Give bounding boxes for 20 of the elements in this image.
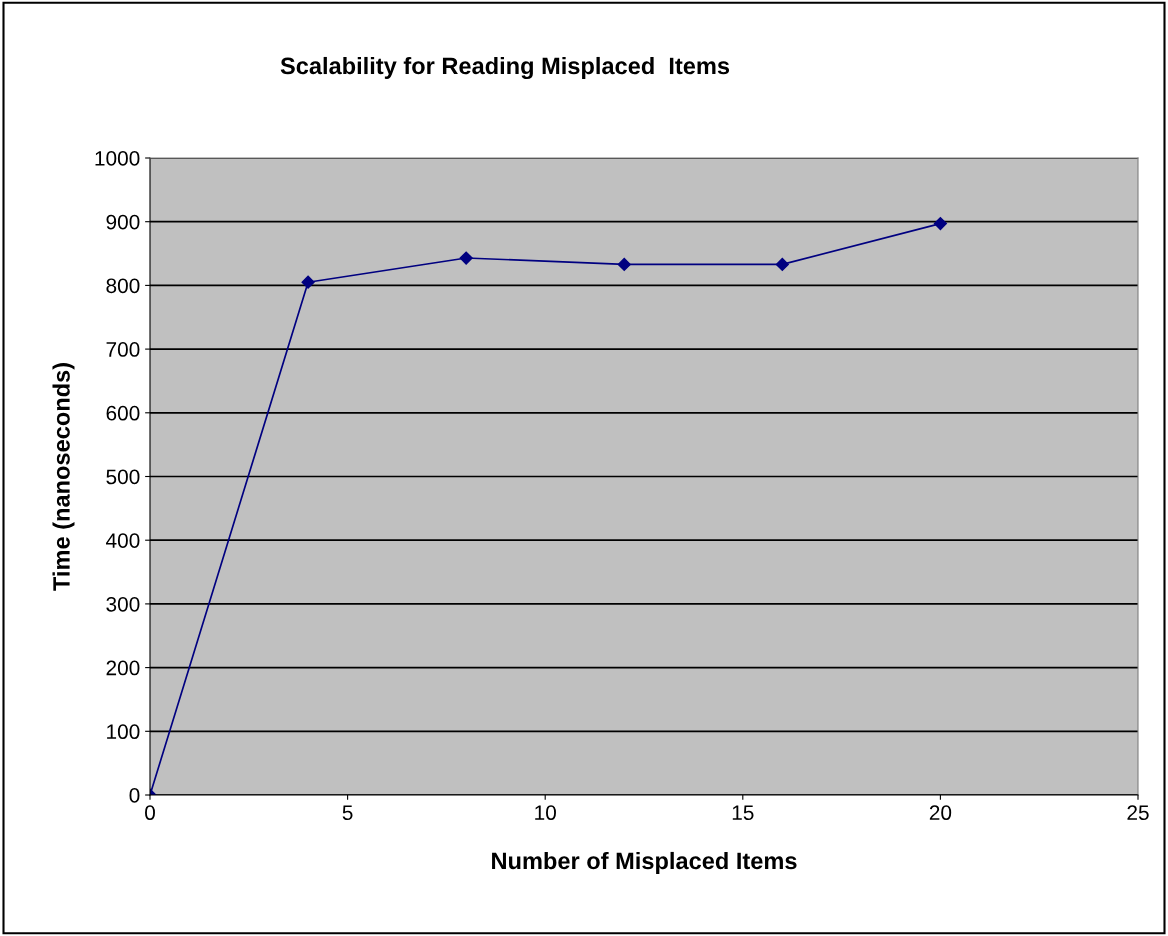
y-tick-label: 400 <box>106 533 140 548</box>
y-tick-label: 1000 <box>95 151 140 166</box>
x-tick-label: 10 <box>535 805 556 821</box>
x-axis-title: Number of Misplaced Items <box>492 851 797 874</box>
y-tick-label: 200 <box>106 660 140 676</box>
x-tick-label: 0 <box>145 805 155 821</box>
x-tick-label: 20 <box>929 805 952 821</box>
chart-title: Scalability for Reading Misplaced Items <box>280 56 730 80</box>
x-tick-label: 5 <box>342 805 353 821</box>
y-tick-label: 100 <box>107 724 140 740</box>
x-tick-label: 25 <box>1127 805 1149 821</box>
y-tick-label: 600 <box>106 405 140 421</box>
y-axis-title: Time (nanoseconds) <box>52 363 75 591</box>
y-tick-label: 700 <box>106 342 140 357</box>
y-tick-label: 300 <box>106 596 140 612</box>
y-tick-label: 0 <box>129 788 140 803</box>
x-tick-label: 15 <box>732 805 754 821</box>
y-tick-label: 500 <box>106 469 140 485</box>
y-tick-label: 900 <box>106 214 140 230</box>
y-tick-label: 800 <box>106 278 140 294</box>
